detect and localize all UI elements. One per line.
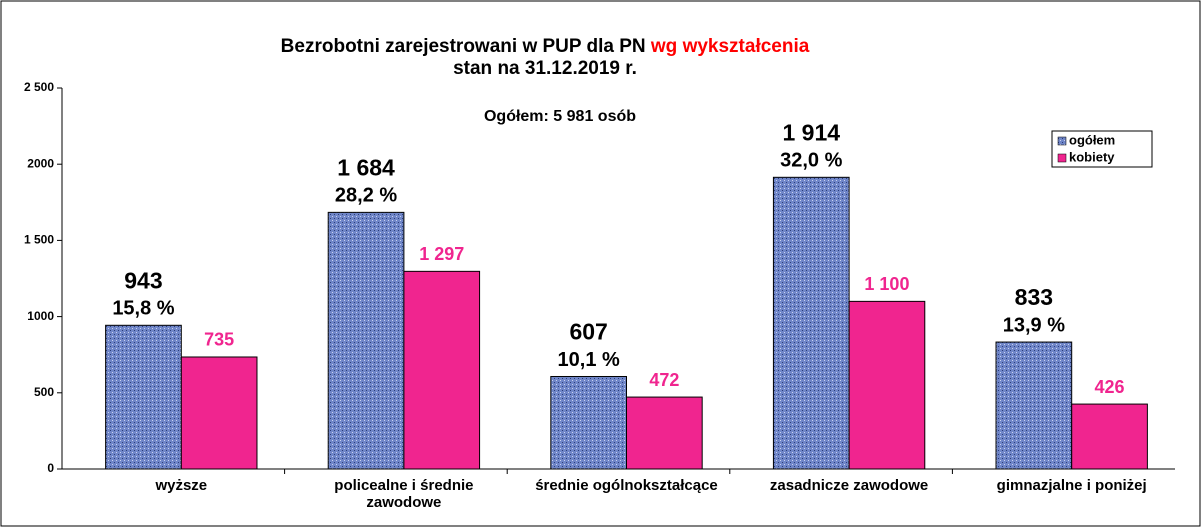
annotation: Ogółem: 5 981 osób <box>484 108 636 125</box>
chart-title: Bezrobotni zarejestrowani w PUP dla PN w… <box>281 36 810 57</box>
y-tick-label: 1000 <box>27 309 54 323</box>
bar <box>1071 403 1148 470</box>
percent-label: 10,1 % <box>558 349 620 371</box>
bar <box>772 176 850 470</box>
bar <box>105 324 182 470</box>
legend-label: kobiety <box>1069 149 1115 164</box>
chart-subtitle: stan na 31.12.2019 r. <box>453 58 637 79</box>
bar <box>626 396 703 470</box>
percent-label: 13,9 % <box>1003 314 1065 336</box>
percent-label: 32,0 % <box>780 150 842 172</box>
percent-label: 15,8 % <box>112 298 174 320</box>
value-label: 1 100 <box>864 274 909 294</box>
value-label: 833 <box>1015 284 1053 310</box>
y-tick-label: 500 <box>34 385 54 399</box>
bar <box>327 211 405 470</box>
bar <box>403 270 481 470</box>
legend-label: ogółem <box>1069 132 1115 147</box>
bar <box>848 300 926 470</box>
x-tick-label: wyższe <box>155 477 208 494</box>
value-label: 943 <box>124 267 162 293</box>
x-tick-label: zasadnicze zawodowe <box>769 477 929 494</box>
value-label: 426 <box>1095 377 1125 397</box>
bar <box>995 341 1073 470</box>
y-tick-label: 1 500 <box>24 233 54 247</box>
percent-label: 28,2 % <box>335 185 397 207</box>
value-label: 1 297 <box>419 244 464 264</box>
value-label: 735 <box>204 330 234 350</box>
x-tick-label: gimnazjalne i poniżej <box>996 477 1147 494</box>
x-tick-label: średnie ogólnokształcące <box>535 477 718 494</box>
title-highlight: wg wykształcenia <box>650 36 810 57</box>
x-tick-label: policealne i średnie zawodowe <box>334 477 474 511</box>
legend-swatch <box>1057 153 1067 163</box>
value-label: 1 684 <box>337 154 395 180</box>
y-tick-label: 2 500 <box>24 80 54 94</box>
legend-swatch <box>1057 136 1067 146</box>
title-main: Bezrobotni zarejestrowani w PUP dla PN <box>281 36 646 57</box>
bar <box>180 356 258 470</box>
bar <box>550 375 627 470</box>
value-label: 472 <box>649 370 679 390</box>
value-label: 607 <box>569 319 607 345</box>
value-label: 1 914 <box>782 119 840 145</box>
legend-box <box>1051 130 1153 168</box>
y-tick-label: 0 <box>47 461 54 475</box>
y-tick-label: 2000 <box>27 156 54 170</box>
